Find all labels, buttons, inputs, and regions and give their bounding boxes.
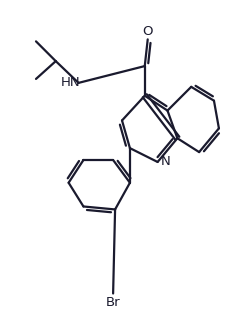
Text: O: O [142,25,153,39]
Text: N: N [161,155,170,169]
Text: HN: HN [61,76,80,89]
Text: Br: Br [106,297,121,309]
